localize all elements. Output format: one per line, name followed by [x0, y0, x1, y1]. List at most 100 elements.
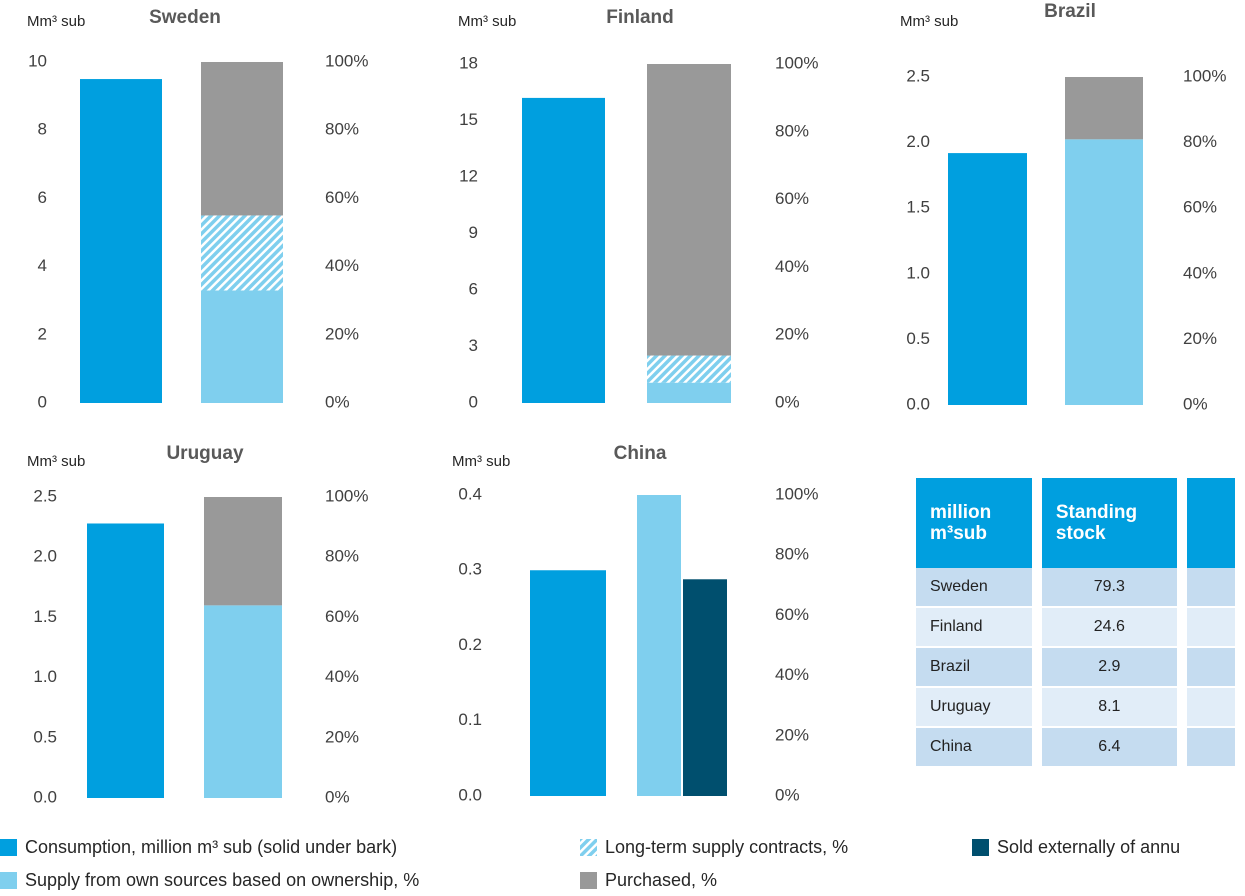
y2-tick-label: 80%	[325, 120, 359, 139]
y2-tick-label: 100%	[325, 51, 368, 70]
y2-tick-label: 100%	[325, 486, 368, 505]
consumption-bar	[530, 570, 606, 796]
y-tick-label: 0.0	[33, 787, 57, 806]
legend-label: Supply from own sources based on ownersh…	[25, 870, 419, 890]
table-cell: Uruguay	[916, 687, 1042, 728]
y2-tick-label: 60%	[775, 189, 809, 208]
chart-title: Sweden	[149, 7, 221, 28]
y-axis-label: Mm³ sub	[27, 13, 85, 30]
y-tick-label: 0.5	[906, 329, 930, 348]
y2-tick-label: 20%	[775, 725, 809, 744]
y-tick-label: 0	[38, 392, 47, 411]
y-tick-label: 12	[459, 166, 478, 185]
own-segment	[1065, 139, 1143, 405]
table-cell: 2.9	[1036, 647, 1187, 688]
y2-tick-label: 80%	[775, 121, 809, 140]
y2-tick-label: 20%	[325, 324, 359, 343]
header-cell	[1181, 478, 1245, 568]
y2-tick-label: 40%	[325, 256, 359, 275]
purchased-segment	[201, 62, 283, 216]
y-tick-label: 2	[38, 324, 47, 343]
y-tick-label: 10	[28, 51, 47, 70]
y2-tick-label: 100%	[1183, 66, 1226, 85]
table-cell	[1181, 727, 1245, 768]
table-cell	[1181, 647, 1245, 688]
y-tick-label: 0.3	[458, 560, 482, 579]
y2-tick-label: 0%	[775, 785, 800, 804]
table-cell: 6.4	[1036, 727, 1187, 768]
y2-tick-label: 40%	[325, 667, 359, 686]
y-tick-label: 8	[38, 120, 47, 139]
own-segment	[647, 382, 731, 403]
y-tick-label: 0.1	[458, 710, 482, 729]
own-segment	[204, 605, 282, 798]
y-tick-label: 2.0	[33, 547, 57, 566]
y-tick-label: 1.5	[33, 607, 57, 626]
long_term-segment	[201, 215, 283, 291]
consumption-bar	[87, 523, 164, 798]
y-tick-label: 18	[459, 53, 478, 72]
y-tick-label: 1.0	[906, 263, 930, 282]
y2-tick-label: 0%	[325, 787, 350, 806]
table-row: Sweden 79.3	[916, 568, 1245, 608]
own-segment	[637, 495, 681, 796]
chart-title: Brazil	[1044, 1, 1096, 22]
legend-label: Sold externally of annu	[997, 837, 1180, 857]
y2-tick-label: 60%	[775, 605, 809, 624]
y2-tick-label: 100%	[775, 53, 818, 72]
table-cell: 24.6	[1036, 607, 1187, 648]
chart-title: Finland	[606, 7, 674, 28]
table-row: China 6.4	[916, 727, 1245, 768]
y2-tick-label: 100%	[775, 484, 818, 503]
y2-tick-label: 20%	[325, 727, 359, 746]
y-tick-label: 1.5	[906, 198, 930, 217]
y-tick-label: 3	[469, 336, 478, 355]
y-axis-label: Mm³ sub	[452, 453, 510, 470]
chart-title: China	[614, 443, 667, 464]
y-tick-label: 2.5	[906, 66, 930, 85]
y2-tick-label: 0%	[775, 392, 800, 411]
table-row: Brazil 2.9	[916, 647, 1245, 688]
legend-label: Long-term supply contracts, %	[605, 837, 848, 857]
y2-tick-label: 0%	[1183, 394, 1208, 413]
y-axis-label: Mm³ sub	[900, 13, 958, 30]
legend-swatch	[0, 839, 17, 856]
y-tick-label: 4	[38, 256, 47, 275]
table-cell: Finland	[916, 607, 1042, 648]
header-row: million m³sub Standing stock	[916, 478, 1245, 568]
table-cell	[1181, 568, 1245, 608]
consumption-bar	[80, 79, 162, 404]
legend-label: Purchased, %	[605, 870, 717, 890]
chart-title: Uruguay	[166, 443, 244, 464]
y2-tick-label: 40%	[1183, 263, 1217, 282]
purchased-segment	[647, 64, 731, 356]
consumption-bar	[522, 97, 605, 404]
y-tick-label: 1.0	[33, 667, 57, 686]
y-tick-label: 6	[38, 188, 47, 207]
table-row: Finland 24.6	[916, 607, 1245, 648]
purchased-segment	[204, 497, 282, 606]
legend-swatch	[580, 872, 597, 889]
header-cell: million m³sub	[916, 478, 1042, 568]
legend-swatch	[580, 839, 597, 856]
y2-tick-label: 60%	[1183, 198, 1217, 217]
legend-swatch	[972, 839, 989, 856]
sold-externally-bar	[683, 579, 727, 796]
y2-tick-label: 60%	[325, 607, 359, 626]
y-axis-label: Mm³ sub	[27, 453, 85, 470]
y-tick-label: 6	[469, 279, 478, 298]
y-tick-label: 2.5	[33, 486, 57, 505]
table-cell: 79.3	[1036, 568, 1187, 608]
y-tick-label: 0.0	[906, 394, 930, 413]
table-cell: Sweden	[916, 568, 1042, 608]
y-tick-label: 0	[469, 392, 478, 411]
y-tick-label: 0.2	[458, 635, 482, 654]
purchased-segment	[1065, 77, 1143, 140]
y2-tick-label: 80%	[1183, 132, 1217, 151]
y2-tick-label: 40%	[775, 257, 809, 276]
header-cell: Standing stock	[1036, 478, 1187, 568]
y2-tick-label: 20%	[775, 325, 809, 344]
y2-tick-label: 80%	[325, 547, 359, 566]
